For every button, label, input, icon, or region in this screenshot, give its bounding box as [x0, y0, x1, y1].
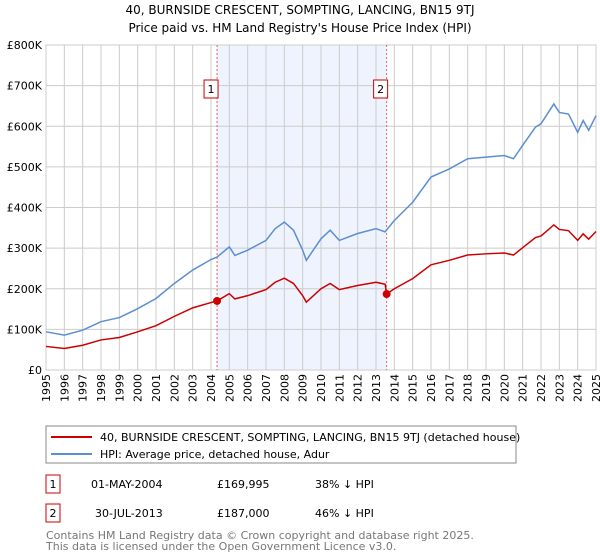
x-tick-label: 2010: [315, 374, 328, 402]
x-tick-label: 2008: [278, 374, 291, 402]
sale-marker-label: 2: [377, 83, 384, 96]
legend: [45, 425, 517, 464]
x-tick-label: 2004: [205, 374, 218, 402]
x-tick-label: 2000: [132, 374, 145, 402]
x-tick-label: 2019: [480, 374, 493, 402]
x-tick-label: 2025: [590, 374, 600, 402]
series-line: [45, 102, 597, 336]
y-tick-label: £200K: [7, 283, 43, 296]
svg-text:1: 1: [50, 478, 57, 491]
x-tick-label: 2005: [223, 374, 236, 402]
x-tick-label: 1999: [113, 374, 126, 402]
x-tick-label: 2022: [535, 374, 548, 402]
x-tick-label: 2021: [517, 374, 530, 402]
x-tick-label: 2023: [553, 374, 566, 402]
footer-copyright: Contains HM Land Registry data © Crown c…: [46, 529, 474, 542]
footer-licence: This data is licensed under the Open Gov…: [45, 540, 396, 553]
x-tick-label: 1998: [95, 374, 108, 402]
sale-marker-box: [203, 79, 219, 99]
x-tick-label: 2017: [443, 374, 456, 402]
sale-price: £169,995: [217, 478, 270, 491]
y-tick-label: £800K: [7, 39, 43, 52]
sale-row-2: 2 30-JUL-2013 £187,000 46% ↓ HPI: [45, 503, 374, 523]
x-tick-label: 2014: [388, 374, 401, 402]
x-tick-label: 2020: [498, 374, 511, 402]
sale-price: £187,000: [217, 507, 270, 520]
chart-title: 40, BURNSIDE CRESCENT, SOMPTING, LANCING…: [125, 3, 474, 17]
x-tick-label: 2012: [352, 374, 365, 402]
sale-marker-label: 1: [208, 83, 215, 96]
x-tick-label: 2018: [462, 374, 475, 402]
sale-row-1: 1 01-MAY-2004 £169,995 38% ↓ HPI: [45, 474, 374, 494]
sale-marker-box: [373, 79, 389, 99]
x-tick-label: 1996: [58, 374, 71, 402]
x-tick-label: 2006: [242, 374, 255, 402]
x-tick-label: 2009: [297, 374, 310, 402]
x-tick-label: 2007: [260, 374, 273, 402]
x-tick-label: 2002: [168, 374, 181, 402]
x-tick-label: 1995: [40, 374, 53, 402]
y-tick-label: £600K: [7, 120, 43, 133]
svg-text:2: 2: [50, 507, 57, 520]
y-tick-label: £300K: [7, 242, 43, 255]
x-tick-label: 2001: [150, 374, 163, 402]
x-tick-label: 1997: [77, 374, 90, 402]
x-tick-label: 2016: [425, 374, 438, 402]
sale-point: [213, 296, 222, 305]
sale-hpi-diff: 46% ↓ HPI: [315, 507, 374, 520]
legend-label-property: 40, BURNSIDE CRESCENT, SOMPTING, LANCING…: [100, 431, 520, 444]
legend-label-hpi: HPI: Average price, detached house, Adur: [100, 448, 330, 461]
x-tick-label: 2013: [370, 374, 383, 402]
series-line: [45, 223, 597, 350]
y-tick-label: £700K: [7, 80, 43, 93]
y-tick-label: £100K: [7, 323, 43, 336]
plot-frame: [45, 44, 597, 371]
x-tick-label: 2024: [572, 374, 585, 402]
y-tick-label: £500K: [7, 161, 43, 174]
sale-date: 30-JUL-2013: [95, 507, 163, 520]
y-tick-label: £0: [28, 364, 42, 377]
x-tick-label: 2015: [407, 374, 420, 402]
sale-date: 01-MAY-2004: [91, 478, 163, 491]
sale-hpi-diff: 38% ↓ HPI: [315, 478, 374, 491]
x-tick-label: 2011: [333, 374, 346, 402]
y-tick-label: £400K: [7, 202, 43, 215]
chart-subtitle: Price paid vs. HM Land Registry's House …: [128, 21, 471, 35]
sale-point: [382, 290, 391, 299]
x-tick-label: 2003: [187, 374, 200, 402]
